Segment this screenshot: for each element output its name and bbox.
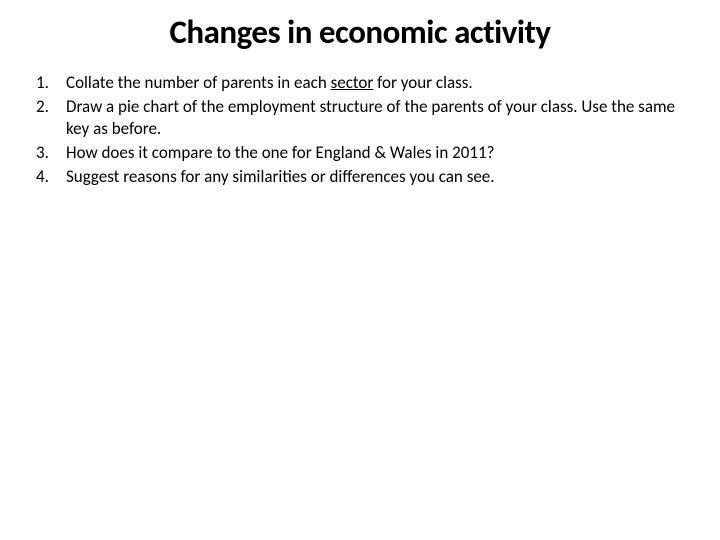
- list-item: 4. Suggest reasons for any similarities …: [36, 166, 692, 188]
- list-text: Suggest reasons for any similarities or …: [66, 166, 692, 188]
- list-item: 1. Collate the number of parents in each…: [36, 72, 692, 94]
- text-after: for your class.: [373, 72, 472, 93]
- text-before: Draw a pie chart of the employment struc…: [66, 96, 675, 139]
- text-before: How does it compare to the one for Engla…: [66, 142, 494, 163]
- page-title: Changes in economic activity: [28, 12, 692, 52]
- list-number: 3.: [36, 142, 66, 164]
- list-item: 3. How does it compare to the one for En…: [36, 142, 692, 164]
- text-before: Collate the number of parents in each: [66, 72, 331, 93]
- list-number: 4.: [36, 166, 66, 188]
- list-number: 2.: [36, 96, 66, 140]
- list-text: How does it compare to the one for Engla…: [66, 142, 692, 164]
- slide-container: Changes in economic activity 1. Collate …: [0, 0, 720, 540]
- list-item: 2. Draw a pie chart of the employment st…: [36, 96, 692, 140]
- numbered-list: 1. Collate the number of parents in each…: [28, 72, 692, 188]
- list-number: 1.: [36, 72, 66, 94]
- list-text: Collate the number of parents in each se…: [66, 72, 692, 94]
- text-before: Suggest reasons for any similarities or …: [66, 166, 495, 187]
- underlined-text: sector: [331, 72, 374, 93]
- list-text: Draw a pie chart of the employment struc…: [66, 96, 692, 140]
